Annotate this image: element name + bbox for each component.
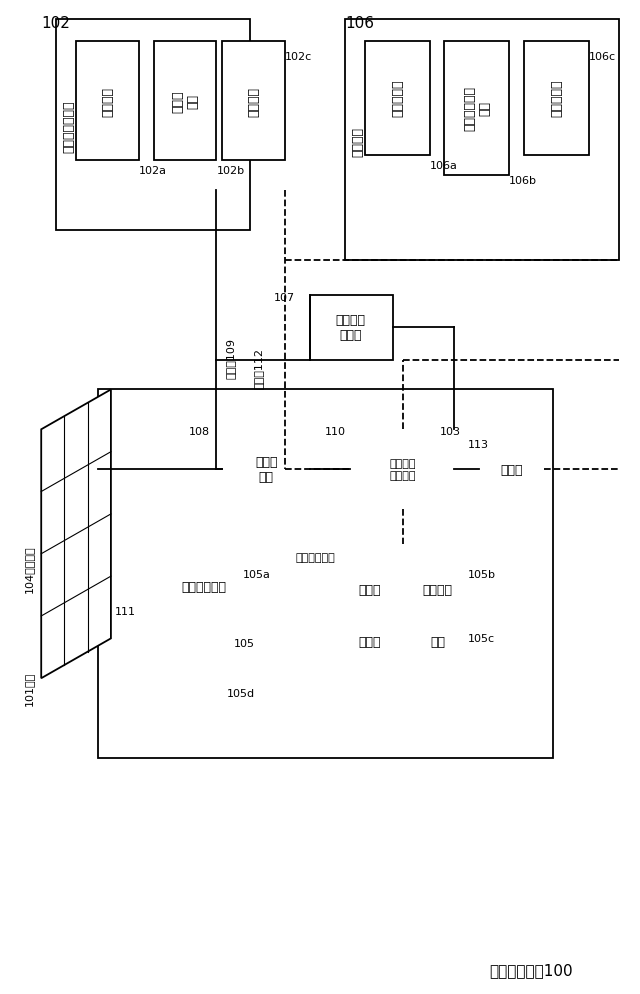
Text: 111: 111 <box>115 606 136 616</box>
Text: 各種センサー: 各種センサー <box>181 580 226 593</box>
Text: 火力発電: 火力発電 <box>101 86 115 116</box>
Text: スマート
メータ: スマート メータ <box>336 313 366 341</box>
Text: 105b: 105b <box>467 570 495 580</box>
Text: 105: 105 <box>234 639 255 649</box>
Text: 水力発電: 水力発電 <box>248 86 260 116</box>
Bar <box>310 295 393 360</box>
Text: 電気自動車: 電気自動車 <box>391 80 404 117</box>
Bar <box>408 619 467 666</box>
Text: 電動車両: 電動車両 <box>351 126 364 156</box>
Text: 101住宅: 101住宅 <box>24 671 35 706</box>
Text: 電気バイク: 電気バイク <box>550 80 563 117</box>
Bar <box>350 429 454 510</box>
Text: バス: バス <box>430 635 445 648</box>
Text: 106: 106 <box>345 16 374 31</box>
Bar <box>280 545 476 699</box>
Bar <box>345 20 619 260</box>
Bar <box>223 429 310 510</box>
Bar <box>56 20 250 231</box>
Bar <box>340 619 399 666</box>
Text: 106b: 106b <box>509 176 537 186</box>
Bar <box>365 42 429 156</box>
Text: パワー
ハブ: パワー ハブ <box>255 455 278 484</box>
Text: 106c: 106c <box>589 52 616 62</box>
Text: 情報網112: 情報網112 <box>253 348 263 389</box>
Text: 113: 113 <box>467 439 488 450</box>
Text: 102c: 102c <box>285 52 312 62</box>
Text: 105c: 105c <box>467 634 495 644</box>
Text: テレビ: テレビ <box>358 635 381 648</box>
Text: 102: 102 <box>41 16 70 31</box>
Text: 蓄電システム100: 蓄電システム100 <box>489 962 573 977</box>
Bar <box>98 390 553 758</box>
Text: 105d: 105d <box>227 689 255 699</box>
Text: 制御装置
蓄電装置: 制御装置 蓄電装置 <box>389 459 416 480</box>
Text: 110: 110 <box>325 426 346 437</box>
Text: 105a: 105a <box>243 570 270 580</box>
Bar <box>76 42 139 161</box>
Text: 原子力
発電: 原子力 発電 <box>172 90 200 113</box>
Text: 電力消費装置: 電力消費装置 <box>295 553 335 563</box>
Text: 102a: 102a <box>139 166 167 176</box>
Text: 104発電装置: 104発電装置 <box>24 546 35 592</box>
Text: 103: 103 <box>440 426 460 437</box>
Text: 102b: 102b <box>216 166 244 176</box>
Text: ハイブリッド
カー: ハイブリッド カー <box>463 86 492 131</box>
Text: 冷蔵庫: 冷蔵庫 <box>358 583 381 596</box>
Bar <box>148 570 259 606</box>
Polygon shape <box>41 390 111 679</box>
Text: 電力網109: 電力網109 <box>225 338 236 379</box>
Bar <box>408 568 467 614</box>
Text: サーバ: サーバ <box>500 463 522 476</box>
Text: 106a: 106a <box>429 161 458 171</box>
Text: 集中型電力系統: 集中型電力系統 <box>63 100 76 153</box>
Bar <box>223 42 285 161</box>
Text: エアコン: エアコン <box>422 583 452 596</box>
Bar <box>340 568 399 614</box>
Bar <box>524 42 589 156</box>
Bar <box>154 42 216 161</box>
Text: 107: 107 <box>274 292 295 302</box>
Bar <box>479 442 544 496</box>
Bar <box>444 42 509 176</box>
Text: 108: 108 <box>188 426 209 437</box>
